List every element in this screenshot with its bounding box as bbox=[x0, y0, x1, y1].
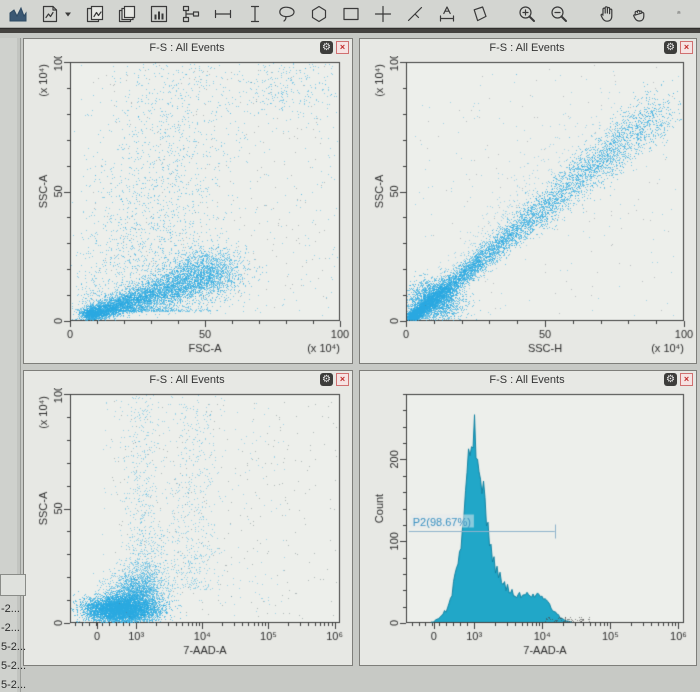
segment-gate-icon[interactable] bbox=[405, 3, 425, 25]
pan-hand-icon[interactable] bbox=[597, 3, 617, 25]
sample-list-item[interactable]: -2... bbox=[1, 622, 20, 634]
plot-window-ssch-ssca: F-S : All Events ⚙ × bbox=[359, 38, 697, 364]
text-range-gate-icon[interactable] bbox=[437, 3, 457, 25]
plot-close-icon[interactable]: × bbox=[680, 41, 693, 54]
grab-hand-icon[interactable] bbox=[629, 3, 649, 25]
workspace: -2...-2...5-2...5-2...5-2...5-2... F-S :… bbox=[0, 33, 700, 692]
new-plot-icon[interactable] bbox=[40, 3, 60, 25]
quadrant-gate-icon[interactable] bbox=[373, 3, 393, 25]
copy-plot-icon[interactable] bbox=[117, 3, 137, 25]
sample-list-item[interactable]: -2... bbox=[1, 603, 20, 615]
plot-titlebar[interactable]: F-S : All Events ⚙ × bbox=[360, 371, 696, 388]
duplicate-plot-icon[interactable] bbox=[85, 3, 105, 25]
scatter-plot-canvas-ssch-ssca[interactable] bbox=[360, 56, 696, 363]
plot-close-icon[interactable]: × bbox=[336, 373, 349, 386]
plot-titlebar[interactable]: F-S : All Events ⚙ × bbox=[24, 39, 352, 56]
scatter-plot-canvas-7aad-ssca[interactable] bbox=[24, 388, 352, 665]
zoom-in-icon[interactable] bbox=[517, 3, 537, 25]
polygon-gate-icon[interactable] bbox=[309, 3, 329, 25]
sample-list-box[interactable] bbox=[0, 574, 26, 596]
plot-title: F-S : All Events bbox=[489, 41, 565, 54]
scatter-plot-canvas-fsc-ssc[interactable] bbox=[24, 56, 352, 363]
freeform-gate-icon[interactable] bbox=[469, 3, 489, 25]
plot-titlebar[interactable]: F-S : All Events ⚙ × bbox=[360, 39, 696, 56]
plot-settings-icon[interactable]: ⚙ bbox=[664, 41, 677, 54]
sample-list-item[interactable]: 5-2... bbox=[1, 660, 27, 672]
plot-title: F-S : All Events bbox=[149, 373, 225, 386]
plot-close-icon[interactable]: × bbox=[680, 373, 693, 386]
sample-list-item[interactable]: 5-2... bbox=[1, 641, 27, 653]
toolbar-separator bbox=[0, 28, 700, 33]
clipped-icon[interactable] bbox=[675, 3, 683, 25]
left-panel: -2...-2...5-2...5-2...5-2...5-2... bbox=[0, 38, 26, 692]
toolbar bbox=[0, 0, 700, 28]
gallery-plot-icon[interactable] bbox=[8, 3, 28, 25]
rectangle-gate-icon[interactable] bbox=[341, 3, 361, 25]
plot-title: F-S : All Events bbox=[489, 373, 565, 386]
plot-window-7aad-histogram: F-S : All Events ⚙ × bbox=[359, 370, 697, 666]
histogram-canvas-7aad[interactable] bbox=[360, 388, 696, 665]
hierarchy-icon[interactable] bbox=[181, 3, 201, 25]
plot-settings-icon[interactable]: ⚙ bbox=[320, 373, 333, 386]
plot-window-fsc-ssc: F-S : All Events ⚙ × bbox=[23, 38, 353, 364]
lasso-gate-icon[interactable] bbox=[277, 3, 297, 25]
chart-type-icon[interactable] bbox=[149, 3, 169, 25]
horizontal-gate-icon[interactable] bbox=[213, 3, 233, 25]
new-plot-dropdown-icon[interactable] bbox=[63, 3, 73, 25]
plot-window-7aad-ssca: F-S : All Events ⚙ × bbox=[23, 370, 353, 666]
plot-grid: F-S : All Events ⚙ × F-S : All Events ⚙ … bbox=[23, 38, 697, 692]
plot-title: F-S : All Events bbox=[149, 41, 225, 54]
sample-list-item[interactable]: 5-2... bbox=[1, 679, 27, 691]
vertical-gate-icon[interactable] bbox=[245, 3, 265, 25]
plot-settings-icon[interactable]: ⚙ bbox=[664, 373, 677, 386]
plot-close-icon[interactable]: × bbox=[336, 41, 349, 54]
plot-settings-icon[interactable]: ⚙ bbox=[320, 41, 333, 54]
plot-titlebar[interactable]: F-S : All Events ⚙ × bbox=[24, 371, 352, 388]
zoom-out-icon[interactable] bbox=[549, 3, 569, 25]
